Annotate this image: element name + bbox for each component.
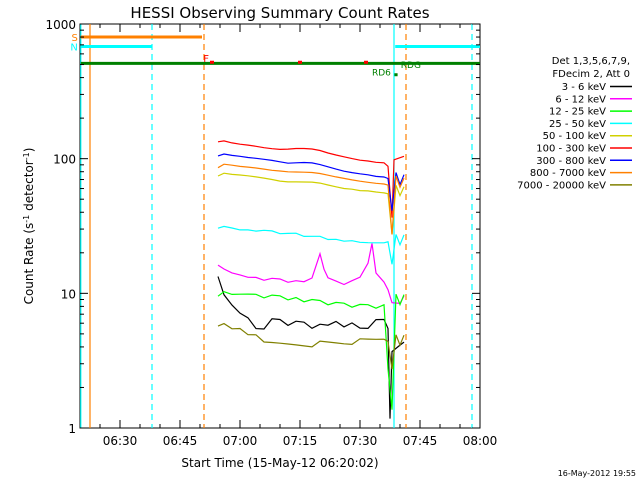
flag-label-f: F <box>203 54 209 65</box>
legend-label-100-300-kev: 100 - 300 keV <box>536 144 606 155</box>
x-tick-label: 06:45 <box>163 434 198 448</box>
series-line-100-300-kev <box>217 140 405 218</box>
y-axis-label-main: Count Rate (s <box>22 223 36 305</box>
series-line-50-100-kev <box>217 172 405 235</box>
y-axis-label-mid: detector <box>22 160 36 215</box>
series-line-25-50-kev <box>217 225 405 265</box>
legend-header-line2: FDecim 2, Att 0 <box>552 69 630 80</box>
series-line-800-7000-kev <box>217 163 405 235</box>
flag-label-s: S <box>71 33 77 44</box>
x-tick-label: 07:45 <box>403 434 438 448</box>
y-axis-label-sup1: -1 <box>22 215 31 223</box>
y-tick-label: 10 <box>61 287 76 301</box>
series-line-3-6-kev <box>217 276 405 419</box>
series-line-300-800-kev <box>217 153 405 211</box>
vertical-lines <box>80 24 473 428</box>
legend-label-3-6-kev: 3 - 6 keV <box>562 82 606 93</box>
series-line-6-12-kev <box>217 243 405 305</box>
timestamp: 16-May-2012 19:55 <box>558 469 636 478</box>
x-tick-label: 07:30 <box>343 434 378 448</box>
y-axis-ticks: 1 10 100 1000 <box>45 18 480 436</box>
legend-label-12-25-kev: 12 - 25 keV <box>549 107 606 118</box>
x-tick-label: 07:00 <box>223 434 258 448</box>
x-axis-label: Start Time (15-May-12 06:20:02) <box>181 456 378 470</box>
legend-label-800-7000-kev: 800 - 7000 keV <box>530 168 606 179</box>
legend-label-6-12-kev: 6 - 12 keV <box>555 94 606 105</box>
x-tick-label: 07:15 <box>283 434 318 448</box>
legend-label-50-100-kev: 50 - 100 keV <box>543 131 607 142</box>
series-line-7000-20000-kev <box>217 322 405 370</box>
flag-label-n: N <box>70 43 77 54</box>
x-tick-label: 06:30 <box>103 434 138 448</box>
legend-label-300-800-kev: 300 - 800 keV <box>536 156 606 167</box>
x-tick-label: 08:00 <box>463 434 498 448</box>
flag-label-rdg: RDG <box>401 61 421 71</box>
legend-label-25-50-kev: 25 - 50 keV <box>549 119 606 130</box>
x-axis-ticks: 06:30 06:45 07:00 07:15 07:30 07:45 08:00 <box>99 24 498 448</box>
flag-bars: SN F RD6 RDG <box>70 33 480 78</box>
legend: Det 1,3,5,6,7,9, FDecim 2, Att 0 3 - 6 k… <box>517 56 632 191</box>
y-axis-label: Count Rate (s-1 detector-1) <box>22 148 36 305</box>
series-lines <box>217 140 405 419</box>
plot-area: SN F RD6 RDG 1 10 100 1000 06:30 06:45 07:00 07:1… <box>45 18 497 448</box>
legend-label-7000-20000-kev: 7000 - 20000 keV <box>517 180 606 191</box>
y-axis-label-end: ) <box>22 148 36 153</box>
chart-title: HESSI Observing Summary Count Rates <box>130 4 429 22</box>
legend-header-line1: Det 1,3,5,6,7,9, <box>552 56 630 67</box>
y-tick-label: 100 <box>53 153 76 167</box>
plot-frame <box>79 23 481 429</box>
series-line-12-25-kev <box>217 291 405 410</box>
flag-label-rd6: RD6 <box>372 68 391 78</box>
y-tick-label: 1 <box>68 422 76 436</box>
y-tick-label: 1000 <box>45 18 76 32</box>
y-axis-label-sup2: -1 <box>22 152 31 160</box>
